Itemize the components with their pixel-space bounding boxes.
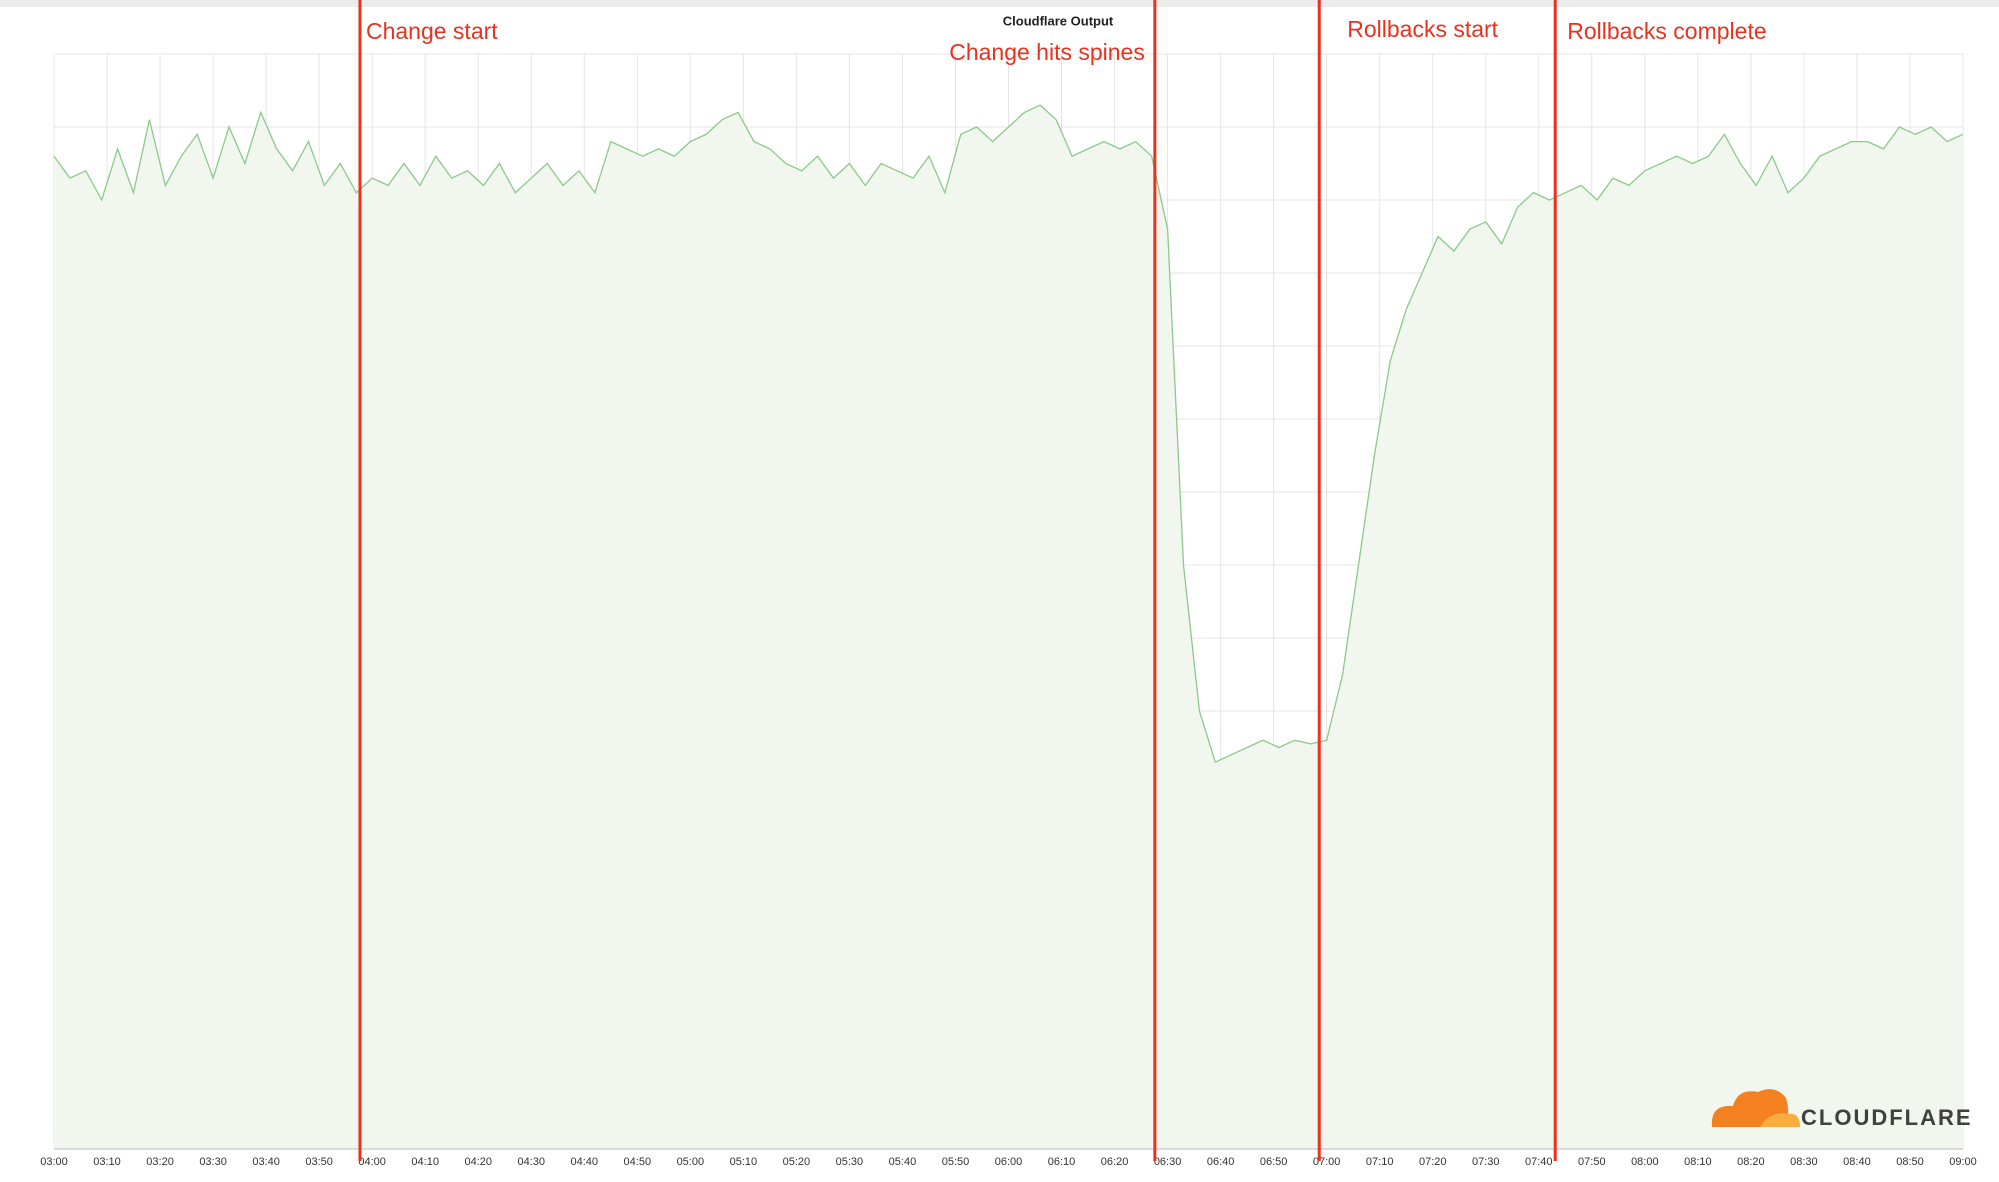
- x-tick-label: 08:20: [1737, 1156, 1765, 1168]
- x-tick-label: 03:30: [199, 1156, 227, 1168]
- x-tick-label: 07:30: [1472, 1156, 1500, 1168]
- x-tick-label: 06:50: [1260, 1156, 1288, 1168]
- x-tick-label: 04:10: [411, 1156, 439, 1168]
- x-tick-label: 04:20: [464, 1156, 492, 1168]
- x-tick-label: 08:10: [1684, 1156, 1712, 1168]
- x-tick-label: 07:40: [1525, 1156, 1553, 1168]
- x-tick-label: 06:30: [1154, 1156, 1182, 1168]
- x-tick-label: 06:20: [1101, 1156, 1129, 1168]
- x-tick-label: 06:40: [1207, 1156, 1235, 1168]
- x-tick-label: 08:50: [1896, 1156, 1924, 1168]
- series-line: [53, 104, 1964, 763]
- x-tick-label: 05:50: [942, 1156, 970, 1168]
- x-tick-label: 03:50: [305, 1156, 333, 1168]
- x-tick-label: 06:00: [995, 1156, 1023, 1168]
- annotation-label: Rollbacks complete: [1567, 18, 1766, 44]
- x-tick-label: 07:10: [1366, 1156, 1394, 1168]
- annotation-label: Rollbacks start: [1347, 16, 1498, 42]
- x-tick-label: 06:10: [1048, 1156, 1076, 1168]
- x-tick-label: 04:50: [624, 1156, 652, 1168]
- x-tick-label: 05:40: [889, 1156, 917, 1168]
- x-tick-label: 03:10: [93, 1156, 121, 1168]
- annotation-label: Change start: [366, 18, 498, 44]
- x-tick-label: 03:00: [40, 1156, 68, 1168]
- x-tick-label: 08:30: [1790, 1156, 1818, 1168]
- logo-cloud-small: [1760, 1113, 1800, 1127]
- top-bar: [0, 0, 1999, 7]
- x-tick-label: 08:40: [1843, 1156, 1871, 1168]
- x-tick-label: 05:00: [677, 1156, 705, 1168]
- x-tick-label: 08:00: [1631, 1156, 1659, 1168]
- logo-text: CLOUDFLARE: [1801, 1105, 1973, 1130]
- x-tick-label: 04:40: [571, 1156, 599, 1168]
- x-tick-label: 07:00: [1313, 1156, 1341, 1168]
- chart-title: Cloudflare Output: [1003, 13, 1114, 28]
- x-tick-label: 07:50: [1578, 1156, 1606, 1168]
- x-tick-label: 04:30: [517, 1156, 545, 1168]
- area-fill: [54, 105, 1963, 1150]
- x-tick-label: 03:20: [146, 1156, 174, 1168]
- x-tick-label: 04:00: [358, 1156, 386, 1168]
- logo: CLOUDFLARE: [1711, 1089, 1973, 1130]
- x-tick-label: 09:00: [1949, 1156, 1977, 1168]
- x-tick-label: 05:10: [730, 1156, 758, 1168]
- x-tick-label: 07:20: [1419, 1156, 1447, 1168]
- annotation-label: Change hits spines: [949, 39, 1145, 65]
- x-tick-label: 03:40: [252, 1156, 280, 1168]
- x-tick-label: 05:30: [836, 1156, 864, 1168]
- x-tick-label: 05:20: [783, 1156, 811, 1168]
